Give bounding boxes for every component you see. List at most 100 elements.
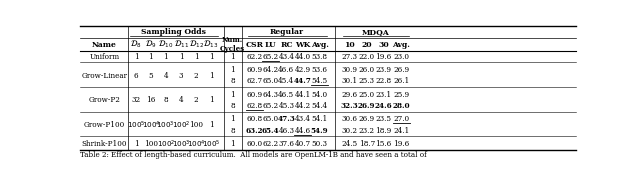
Text: 50.3: 50.3: [312, 140, 328, 148]
Text: 65.2: 65.2: [262, 102, 278, 110]
Text: Grow-P100: Grow-P100: [84, 121, 125, 129]
Text: $100^{5}$: $100^{5}$: [127, 120, 145, 131]
Text: $100^{2}$: $100^{2}$: [172, 120, 191, 131]
Text: CSR: CSR: [246, 40, 264, 49]
Text: 1: 1: [179, 53, 184, 61]
Text: 8: 8: [163, 96, 168, 104]
Text: 1: 1: [209, 72, 213, 80]
Text: 2: 2: [194, 72, 198, 80]
Text: 26.9: 26.9: [358, 115, 375, 123]
Text: 54.9: 54.9: [311, 127, 328, 135]
Text: MDQA: MDQA: [362, 28, 389, 36]
Text: 60.9: 60.9: [246, 91, 262, 99]
Text: 26.0: 26.0: [358, 66, 375, 74]
Text: Regular: Regular: [270, 28, 304, 36]
Text: 45.4: 45.4: [278, 77, 294, 86]
Text: 1: 1: [209, 121, 213, 129]
Text: 62.8: 62.8: [246, 102, 262, 110]
Text: 10: 10: [344, 40, 355, 49]
Text: 1: 1: [230, 91, 235, 99]
Text: 25.0: 25.0: [358, 91, 375, 99]
Text: 30.9: 30.9: [341, 66, 357, 74]
Text: 23.5: 23.5: [376, 115, 392, 123]
Text: 4: 4: [179, 96, 184, 104]
Text: 65.0: 65.0: [262, 115, 278, 123]
Text: $\mathcal{D}_{8}$: $\mathcal{D}_{8}$: [130, 39, 142, 50]
Text: Shrink-P100: Shrink-P100: [81, 140, 127, 148]
Text: $100^{5}$: $100^{5}$: [202, 138, 220, 150]
Text: 23.9: 23.9: [376, 66, 392, 74]
Text: 27.3: 27.3: [341, 53, 357, 61]
Text: $100^{3}$: $100^{3}$: [157, 120, 175, 131]
Text: 62.7: 62.7: [246, 77, 262, 86]
Text: Num.
Cycles: Num. Cycles: [220, 36, 245, 53]
Text: 26.9: 26.9: [358, 102, 376, 110]
Text: 24.5: 24.5: [341, 140, 357, 148]
Text: 1: 1: [194, 53, 198, 61]
Text: 1: 1: [134, 53, 138, 61]
Text: 1: 1: [163, 53, 168, 61]
Text: 43.4: 43.4: [294, 115, 310, 123]
Text: 28.0: 28.0: [392, 102, 410, 110]
Text: Grow-Linear: Grow-Linear: [81, 72, 127, 80]
Text: 45.3: 45.3: [278, 102, 294, 110]
Text: Uniform: Uniform: [89, 53, 120, 61]
Text: 65.2: 65.2: [262, 53, 278, 61]
Text: 60.0: 60.0: [246, 140, 262, 148]
Text: 23.0: 23.0: [394, 53, 410, 61]
Text: 24.1: 24.1: [394, 127, 410, 135]
Text: 44.1: 44.1: [294, 91, 311, 99]
Text: 25.9: 25.9: [394, 91, 410, 99]
Text: 60.8: 60.8: [246, 115, 262, 123]
Text: LU: LU: [265, 40, 276, 49]
Text: 40.7: 40.7: [294, 140, 311, 148]
Text: $\mathcal{D}_{12}$: $\mathcal{D}_{12}$: [189, 39, 204, 50]
Text: 53.6: 53.6: [312, 66, 328, 74]
Text: 44.7: 44.7: [294, 77, 312, 86]
Text: 8: 8: [230, 127, 235, 135]
Text: RC: RC: [280, 40, 292, 49]
Text: Avg.: Avg.: [392, 40, 410, 49]
Text: $100^{4}$: $100^{4}$: [141, 120, 160, 131]
Text: 30: 30: [378, 40, 389, 49]
Text: 19.6: 19.6: [394, 140, 410, 148]
Text: 54.0: 54.0: [312, 91, 328, 99]
Text: 1: 1: [230, 115, 235, 123]
Text: 54.5: 54.5: [312, 77, 328, 86]
Text: Avg.: Avg.: [310, 40, 328, 49]
Text: 47.3: 47.3: [277, 115, 295, 123]
Text: 46.3: 46.3: [278, 127, 294, 135]
Text: 24.6: 24.6: [375, 102, 392, 110]
Text: 53.8: 53.8: [312, 53, 328, 61]
Text: 62.2: 62.2: [246, 53, 262, 61]
Text: 8: 8: [230, 77, 235, 86]
Text: 16: 16: [147, 96, 156, 104]
Text: 37.6: 37.6: [278, 140, 294, 148]
Text: 29.6: 29.6: [341, 91, 357, 99]
Text: 25.3: 25.3: [358, 77, 374, 86]
Text: 19.6: 19.6: [376, 53, 392, 61]
Text: 1: 1: [209, 53, 213, 61]
Text: 18.7: 18.7: [358, 140, 375, 148]
Text: 32: 32: [131, 96, 141, 104]
Text: 20: 20: [362, 40, 372, 49]
Text: 8: 8: [230, 102, 235, 110]
Text: 60.9: 60.9: [246, 66, 262, 74]
Text: 1: 1: [230, 140, 235, 148]
Text: 1: 1: [230, 53, 235, 61]
Text: 44.0: 44.0: [294, 53, 311, 61]
Text: 23.1: 23.1: [376, 91, 392, 99]
Text: 44.6: 44.6: [294, 127, 311, 135]
Text: $\mathcal{D}_{11}$: $\mathcal{D}_{11}$: [173, 39, 189, 50]
Text: Name: Name: [92, 40, 116, 49]
Text: 54.1: 54.1: [312, 115, 328, 123]
Text: 62.2: 62.2: [262, 140, 278, 148]
Text: 22.8: 22.8: [376, 77, 392, 86]
Text: 22.0: 22.0: [358, 53, 375, 61]
Text: 54.4: 54.4: [312, 102, 328, 110]
Text: Sampling Odds: Sampling Odds: [141, 28, 206, 36]
Text: 100: 100: [189, 121, 203, 129]
Text: 100: 100: [144, 140, 158, 148]
Text: WK: WK: [295, 40, 310, 49]
Text: 5: 5: [148, 72, 153, 80]
